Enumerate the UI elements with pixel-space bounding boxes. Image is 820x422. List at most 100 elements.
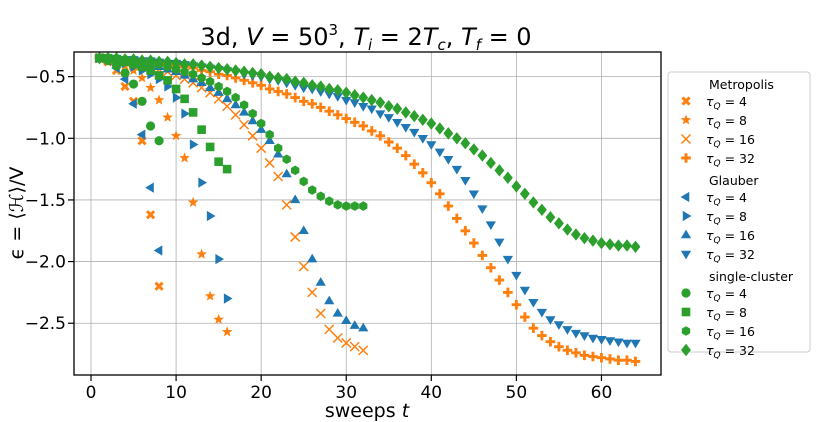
data-point [290, 231, 301, 242]
data-point [145, 54, 156, 67]
data-point [308, 185, 317, 195]
data-point [197, 73, 206, 83]
data-point [239, 100, 249, 110]
data-point [188, 58, 199, 71]
data-point [537, 330, 547, 341]
data-point [154, 136, 164, 146]
legend-marker [681, 307, 691, 317]
data-point [196, 59, 207, 72]
data-point [111, 51, 122, 65]
data-point [366, 126, 377, 136]
data-point [630, 339, 641, 349]
y-tick-label: −2.5 [25, 314, 66, 334]
data-point [409, 159, 420, 169]
data-point [273, 148, 284, 158]
data-point [460, 225, 471, 236]
data-point [187, 196, 199, 207]
data-point [341, 86, 352, 99]
data-point [205, 60, 216, 73]
data-point [153, 94, 165, 105]
data-point [103, 51, 113, 65]
data-point [273, 171, 284, 182]
data-point [120, 81, 130, 92]
data-point [342, 201, 351, 211]
data-point [298, 96, 309, 107]
data-point [324, 82, 335, 96]
data-point [349, 117, 360, 128]
chart-title: 3d, V = 503, Ti = 2Tc, Tf = 0 [200, 21, 531, 54]
x-tick-label: 20 [250, 383, 272, 403]
data-point [358, 345, 369, 356]
data-point [485, 221, 496, 230]
data-point [256, 143, 267, 154]
data-point [588, 351, 598, 362]
data-point [128, 79, 139, 89]
data-point [264, 70, 275, 83]
data-point [383, 137, 394, 147]
data-point [553, 321, 565, 330]
data-point [264, 135, 275, 144]
data-point [196, 248, 207, 259]
legend-label: τQ = 4 [706, 190, 747, 208]
data-point [315, 102, 326, 113]
data-point [349, 99, 360, 108]
data-point [247, 115, 258, 125]
data-point [162, 55, 173, 69]
data-point [332, 84, 343, 97]
legend-marker [681, 326, 691, 336]
legend-label: τQ = 16 [706, 324, 755, 342]
data-point [426, 177, 437, 188]
data-point [198, 177, 208, 188]
data-point [315, 308, 326, 319]
series-single-cluster-tau-32 [94, 51, 641, 253]
legend-label: τQ = 8 [706, 113, 747, 131]
data-point [375, 96, 386, 109]
legend-label: τQ = 16 [706, 228, 755, 246]
data-point [171, 84, 181, 94]
y-tick-label: −1.5 [25, 191, 66, 211]
data-point [291, 165, 300, 176]
data-point [290, 92, 300, 103]
data-point [188, 69, 198, 79]
data-point [452, 213, 462, 224]
data-point [519, 187, 530, 200]
data-point [136, 72, 148, 83]
data-point [502, 171, 513, 184]
data-point [136, 129, 146, 140]
data-point [264, 157, 275, 168]
data-point [273, 86, 283, 97]
data-point [417, 135, 428, 144]
data-point [222, 164, 232, 174]
data-point [316, 191, 325, 202]
data-point [426, 117, 437, 130]
data-point [605, 354, 615, 364]
data-point [451, 165, 462, 175]
data-point [298, 261, 309, 272]
data-point [273, 71, 284, 85]
data-point [520, 312, 530, 322]
data-point [298, 76, 309, 90]
data-point [477, 205, 488, 214]
data-point [154, 71, 164, 80]
data-point [324, 295, 335, 305]
data-point [341, 96, 352, 106]
data-point [341, 315, 352, 324]
data-point [128, 98, 137, 109]
data-point [358, 121, 369, 131]
data-point [94, 51, 105, 65]
data-point [359, 201, 368, 211]
data-point [205, 142, 215, 152]
data-point [417, 113, 428, 127]
y-axis: −2.5 −2.0 −1.5 −1.0 −0.5 [25, 68, 74, 334]
data-point [145, 182, 154, 193]
data-point [215, 253, 225, 265]
legend-marker [680, 250, 692, 260]
data-point [494, 275, 505, 285]
data-point [494, 238, 505, 248]
data-point [333, 200, 342, 210]
data-point [350, 201, 359, 211]
data-point [468, 143, 479, 156]
data-point [579, 231, 590, 245]
